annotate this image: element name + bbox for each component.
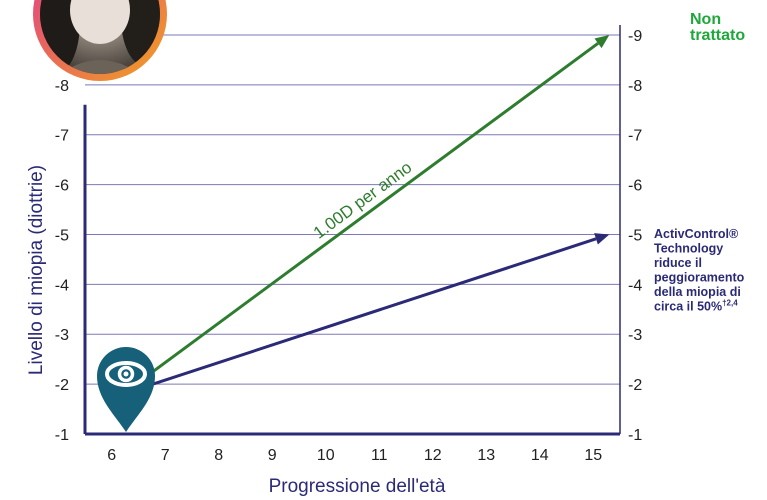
series-label-untreated: Non trattato bbox=[690, 11, 745, 44]
series-label-activcontrol-line: della miopia di bbox=[654, 285, 741, 299]
y-tick-label-left: -8 bbox=[55, 78, 69, 95]
y-tick-label-right: -7 bbox=[628, 128, 642, 145]
series-arrowhead-0 bbox=[594, 34, 610, 49]
y-tick-label-left: -6 bbox=[55, 178, 69, 195]
x-tick-label: 11 bbox=[371, 447, 388, 464]
x-tick-label: 6 bbox=[107, 447, 116, 464]
y-tick-label-right: -4 bbox=[628, 277, 642, 294]
x-tick-label: 10 bbox=[317, 447, 335, 464]
y-tick-labels-left: -1 -2 -3 -4 -5 -6 -7 -8 bbox=[55, 78, 69, 444]
axes bbox=[83, 25, 621, 436]
series-label-activcontrol-line: ActivControl® bbox=[654, 227, 739, 241]
y-axis-title: Livello di miopia (diottrie) bbox=[26, 165, 47, 375]
series-label-activcontrol-line: riduce il bbox=[654, 256, 702, 270]
y-tick-label-right: -3 bbox=[628, 327, 642, 344]
series-label-untreated-line: trattato bbox=[690, 27, 745, 44]
series-label-superscript: †2,4 bbox=[722, 299, 738, 308]
slope-annotation: 1.00D per anno bbox=[310, 158, 416, 243]
series-label-activcontrol-line: Technology bbox=[654, 242, 723, 256]
grid-lines bbox=[85, 34, 620, 385]
child-photo bbox=[33, 0, 167, 81]
series-label-untreated-line: Non bbox=[690, 11, 721, 28]
x-tick-label: 7 bbox=[161, 447, 170, 464]
series-label-activcontrol: ActivControl® Technology riduce il peggiora… bbox=[654, 227, 745, 314]
y-tick-label-right: -5 bbox=[628, 227, 642, 244]
y-tick-label-left: -3 bbox=[55, 327, 69, 344]
y-tick-label-left: -7 bbox=[55, 128, 69, 145]
series-line-1 bbox=[121, 237, 597, 396]
y-tick-label-right: -9 bbox=[628, 28, 642, 45]
x-tick-label: 13 bbox=[477, 447, 495, 464]
y-tick-label-right: -1 bbox=[628, 427, 642, 444]
series-label-activcontrol-line: peggioramento bbox=[654, 271, 745, 285]
x-tick-label: 14 bbox=[531, 447, 549, 464]
y-tick-label-left: -5 bbox=[55, 227, 69, 244]
series-arrowhead-1 bbox=[594, 233, 610, 245]
y-tick-labels-right: -1 -2 -3 -4 -5 -6 -7 -8 -9 bbox=[628, 28, 642, 444]
y-tick-label-left: -1 bbox=[55, 427, 69, 444]
x-tick-label: 8 bbox=[214, 447, 223, 464]
series-label-activcontrol-line: circa il 50% bbox=[654, 300, 722, 314]
x-axis-title: Progressione dell'età bbox=[269, 476, 446, 497]
eye-location-marker-icon bbox=[97, 347, 155, 432]
y-tick-label-left: -2 bbox=[55, 377, 69, 394]
y-tick-label-right: -2 bbox=[628, 377, 642, 394]
x-tick-labels: 6 7 8 9 10 11 12 13 14 15 bbox=[107, 447, 602, 464]
x-tick-label: 9 bbox=[268, 447, 277, 464]
y-tick-label-left: -4 bbox=[55, 277, 69, 294]
x-tick-label: 12 bbox=[424, 447, 442, 464]
series-line-0 bbox=[121, 42, 599, 396]
y-tick-label-right: -6 bbox=[628, 178, 642, 195]
series-lines bbox=[121, 34, 610, 396]
y-tick-label-right: -8 bbox=[628, 78, 642, 95]
x-tick-label: 15 bbox=[584, 447, 602, 464]
